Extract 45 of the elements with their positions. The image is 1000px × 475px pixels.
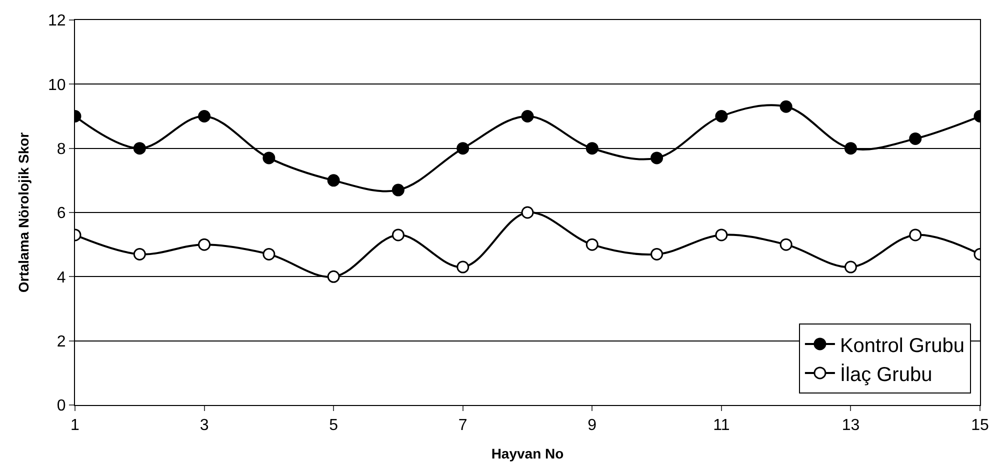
point (844, 260, 857, 274)
y-tick-label: 0 (56, 398, 66, 415)
y-tick-label: 6 (56, 205, 66, 222)
x-tick-label: 13 (842, 417, 860, 434)
x-tick-label: 5 (329, 417, 338, 434)
y-tick-label: 12 (48, 12, 66, 30)
point (456, 142, 470, 155)
point (650, 152, 664, 164)
point (456, 260, 470, 274)
point (586, 142, 598, 155)
point (521, 110, 534, 122)
y-tick-label: 4 (56, 269, 66, 286)
point (521, 206, 534, 219)
point (198, 238, 211, 251)
point (586, 238, 598, 251)
point (133, 142, 146, 155)
point (650, 248, 664, 260)
point (909, 132, 922, 145)
y-axis-title: Ortalama Nörolojik Skor (16, 132, 32, 293)
point (780, 238, 792, 251)
x-tick-label: 7 (458, 417, 468, 434)
x-tick-label: 9 (588, 417, 597, 434)
point (392, 228, 404, 242)
x-tick-label: 15 (971, 417, 989, 434)
point (198, 110, 211, 122)
x-tick-label: 1 (70, 417, 80, 434)
legend-label: Kontrol Grubu (840, 334, 964, 357)
legend-label: İlaç Grubu (840, 362, 932, 386)
point (133, 248, 146, 260)
y-tick-label: 10 (48, 76, 66, 94)
point (262, 152, 276, 164)
x-tick-label: 3 (200, 417, 209, 434)
point (780, 100, 792, 113)
y-tick-label: 8 (56, 140, 66, 158)
y-tick-label: 2 (56, 333, 66, 350)
point (327, 174, 340, 187)
point (715, 228, 728, 242)
x-tick-label: 11 (713, 417, 730, 434)
x-axis-title: Hayvan No (491, 446, 564, 462)
point (909, 228, 922, 242)
point (844, 142, 857, 155)
point (327, 270, 340, 283)
point (262, 248, 276, 260)
point (715, 110, 728, 122)
point (392, 184, 404, 196)
